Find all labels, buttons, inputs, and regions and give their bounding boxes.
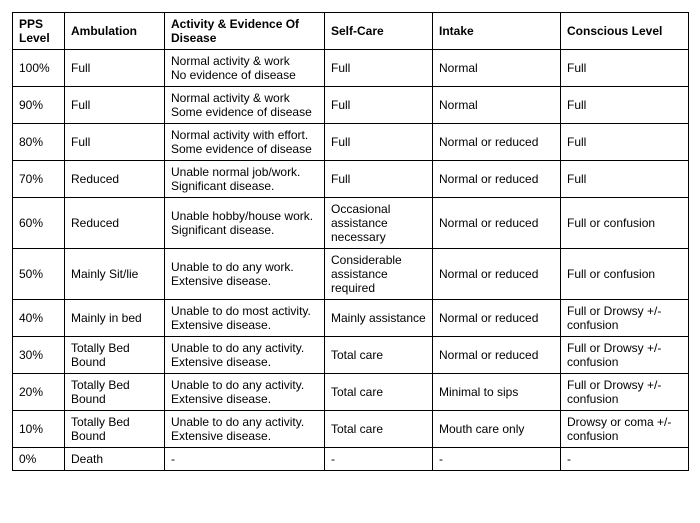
table-cell: Totally Bed Bound [65,411,165,448]
table-cell: Death [65,448,165,471]
table-row: 0%Death---- [13,448,689,471]
table-row: 50%Mainly Sit/lieUnable to do any work. … [13,249,689,300]
table-cell: 40% [13,300,65,337]
table-row: 60%ReducedUnable hobby/house work. Signi… [13,198,689,249]
table-cell: Mainly Sit/lie [65,249,165,300]
table-cell: 20% [13,374,65,411]
table-cell: Full [325,50,433,87]
table-cell: Normal or reduced [433,198,561,249]
table-cell: Total care [325,411,433,448]
table-cell: 0% [13,448,65,471]
table-cell: 100% [13,50,65,87]
table-cell: Unable normal job/work. Significant dise… [165,161,325,198]
table-body: 100%FullNormal activity & workNo evidenc… [13,50,689,471]
table-cell: Normal activity & workNo evidence of dis… [165,50,325,87]
table-cell: Total care [325,337,433,374]
table-cell: 50% [13,249,65,300]
table-cell: Full [325,87,433,124]
table-cell: Full [325,161,433,198]
table-row: 20%Totally Bed BoundUnable to do any act… [13,374,689,411]
table-cell: Unable to do any activity. Extensive dis… [165,411,325,448]
table-cell: Reduced [65,161,165,198]
table-cell: Full or confusion [561,249,689,300]
table-cell: 60% [13,198,65,249]
table-cell: Normal or reduced [433,337,561,374]
col-header-ambulation: Ambulation [65,13,165,50]
table-cell: Unable to do most activity. Extensive di… [165,300,325,337]
table-cell: Mainly in bed [65,300,165,337]
table-cell: Total care [325,374,433,411]
table-cell: Full [65,50,165,87]
table-cell: Normal or reduced [433,300,561,337]
table-cell: Normal or reduced [433,161,561,198]
table-cell: Full [561,50,689,87]
table-cell: Normal [433,87,561,124]
table-cell: Normal or reduced [433,249,561,300]
col-header-pps: PPS Level [13,13,65,50]
table-cell: - [433,448,561,471]
table-cell: 90% [13,87,65,124]
table-row: 30%Totally Bed BoundUnable to do any act… [13,337,689,374]
table-cell: 10% [13,411,65,448]
table-cell: Full [561,161,689,198]
table-cell: Occasional assistance necessary [325,198,433,249]
table-cell: - [561,448,689,471]
table-cell: Full [65,124,165,161]
table-cell: Full [325,124,433,161]
table-cell: 70% [13,161,65,198]
table-cell: Totally Bed Bound [65,374,165,411]
table-row: 80%FullNormal activity with effort. Some… [13,124,689,161]
table-cell: Unable hobby/house work. Significant dis… [165,198,325,249]
table-header-row: PPS Level Ambulation Activity & Evidence… [13,13,689,50]
table-cell: 30% [13,337,65,374]
table-cell: Full [561,87,689,124]
table-cell: Mouth care only [433,411,561,448]
table-cell: Unable to do any work. Extensive disease… [165,249,325,300]
table-cell: Unable to do any activity. Extensive dis… [165,374,325,411]
table-cell: - [165,448,325,471]
table-row: 100%FullNormal activity & workNo evidenc… [13,50,689,87]
table-cell: Normal or reduced [433,124,561,161]
col-header-selfcare: Self-Care [325,13,433,50]
table-cell: Unable to do any activity. Extensive dis… [165,337,325,374]
table-cell: Reduced [65,198,165,249]
table-cell: Full or confusion [561,198,689,249]
table-row: 10%Totally Bed BoundUnable to do any act… [13,411,689,448]
table-cell: Normal [433,50,561,87]
table-cell: Full or Drowsy +/-confusion [561,300,689,337]
table-cell: Minimal to sips [433,374,561,411]
table-cell: Full or Drowsy +/-confusion [561,374,689,411]
table-cell: Full [65,87,165,124]
table-row: 70%ReducedUnable normal job/work. Signif… [13,161,689,198]
table-cell: Mainly assistance [325,300,433,337]
table-cell: Totally Bed Bound [65,337,165,374]
table-cell: Considerable assistance required [325,249,433,300]
table-cell: Full or Drowsy +/-confusion [561,337,689,374]
table-cell: Full [561,124,689,161]
table-cell: Drowsy or coma +/-confusion [561,411,689,448]
table-cell: Normal activity & workSome evidence of d… [165,87,325,124]
col-header-intake: Intake [433,13,561,50]
table-cell: - [325,448,433,471]
table-row: 40%Mainly in bedUnable to do most activi… [13,300,689,337]
table-row: 90%FullNormal activity & workSome eviden… [13,87,689,124]
table-cell: Normal activity with effort. Some eviden… [165,124,325,161]
pps-table: PPS Level Ambulation Activity & Evidence… [12,12,689,471]
col-header-conscious: Conscious Level [561,13,689,50]
table-cell: 80% [13,124,65,161]
col-header-activity: Activity & Evidence Of Disease [165,13,325,50]
